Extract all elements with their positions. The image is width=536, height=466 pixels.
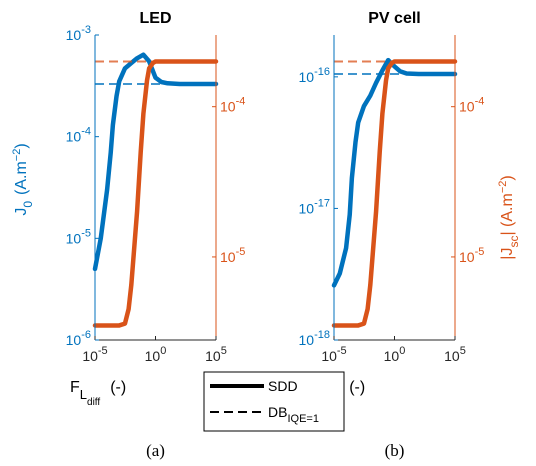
text-part: DB: [268, 404, 287, 420]
series-right-solid: [92, 59, 219, 328]
tick-exponent: -4: [81, 126, 91, 138]
legend-label: DBIQE=1: [268, 404, 319, 425]
left-tick-label: 10-17: [299, 197, 330, 216]
tick-base: 10: [66, 27, 82, 43]
text-part: ): [13, 143, 30, 148]
x-tick-label: 105: [444, 345, 466, 364]
text-part: L: [80, 387, 87, 402]
x-tick-label: 10-5: [321, 345, 346, 364]
series-left-solid: [92, 52, 219, 272]
text-part: ): [499, 175, 516, 180]
right-tick-label: 10-4: [459, 96, 484, 115]
tick-exponent: -6: [81, 329, 91, 341]
text-part: 0: [21, 201, 35, 208]
right-tick-label: 10-5: [459, 246, 484, 265]
text-part: IQE=1: [287, 413, 319, 425]
tick-exponent: -4: [236, 96, 246, 108]
text-part: J: [13, 208, 30, 216]
chart-title: LED: [140, 10, 172, 27]
chart-title: PV cell: [368, 10, 420, 27]
tick-exponent: 5: [460, 345, 466, 357]
tick-base: 10: [321, 348, 337, 364]
panel-caption: (a): [146, 441, 165, 460]
right-tick-label: 10-4: [220, 96, 245, 115]
tick-exponent: -5: [337, 345, 347, 357]
text-part: F: [70, 379, 80, 396]
tick-base: 10: [82, 348, 98, 364]
right-axis-label: |Jsc| (A.m−2): [497, 175, 521, 259]
text-part: diff: [87, 397, 100, 408]
left-tick-label: 10-16: [299, 66, 330, 85]
tick-exponent: -5: [236, 246, 246, 258]
left-tick-label: 10-4: [66, 126, 91, 145]
text-part: (-): [349, 379, 365, 396]
x-axis-label: FLdiff (-): [70, 379, 126, 408]
tick-exponent: -5: [475, 246, 485, 258]
tick-base: 10: [66, 332, 82, 348]
text-part: |J: [499, 248, 516, 260]
tick-exponent: -5: [81, 227, 91, 239]
tick-base: 10: [205, 348, 221, 364]
legend: SDD DBIQE=1: [203, 371, 345, 432]
text-part: SDD: [268, 378, 298, 394]
left-tick-label: 10-18: [299, 329, 330, 348]
tick-base: 10: [66, 129, 82, 145]
tick-base: 10: [459, 249, 475, 265]
tick-base: 10: [145, 348, 161, 364]
tick-base: 10: [299, 200, 315, 216]
text-part: (-): [110, 379, 126, 396]
text-part: −2: [11, 149, 23, 162]
text-part: sc: [507, 236, 521, 248]
tick-base: 10: [220, 99, 236, 115]
tick-base: 10: [220, 249, 236, 265]
left-axis-label: J0 (A.m−2): [11, 143, 35, 215]
tick-exponent: -3: [81, 24, 91, 36]
x-tick-label: 10-5: [82, 345, 107, 364]
tick-exponent: 0: [399, 345, 405, 357]
series-left-solid: [331, 57, 458, 288]
tick-base: 10: [299, 332, 315, 348]
tick-base: 10: [459, 99, 475, 115]
tick-base: 10: [444, 348, 460, 364]
tick-exponent: 5: [221, 345, 227, 357]
left-tick-label: 10-5: [66, 227, 91, 246]
right-tick-label: 10-5: [220, 246, 245, 265]
tick-exponent: -16: [314, 66, 330, 78]
text-part: −2: [497, 181, 509, 194]
tick-base: 10: [299, 69, 315, 85]
text-part: (A.m: [13, 161, 30, 195]
tick-exponent: -17: [314, 197, 330, 209]
x-tick-label: 105: [205, 345, 227, 364]
tick-base: 10: [66, 230, 82, 246]
legend-label: SDD: [268, 378, 298, 394]
tick-exponent: -18: [314, 329, 330, 341]
x-tick-label: 100: [384, 345, 406, 364]
x-tick-label: 100: [145, 345, 167, 364]
left-tick-label: 10-3: [66, 24, 91, 43]
tick-base: 10: [384, 348, 400, 364]
tick-exponent: 0: [160, 345, 166, 357]
tick-exponent: -4: [475, 96, 485, 108]
legend-box: [203, 371, 345, 432]
panel-caption: (b): [385, 441, 405, 460]
tick-exponent: -5: [98, 345, 108, 357]
text-part: | (A.m: [499, 193, 516, 235]
left-tick-label: 10-6: [66, 329, 91, 348]
